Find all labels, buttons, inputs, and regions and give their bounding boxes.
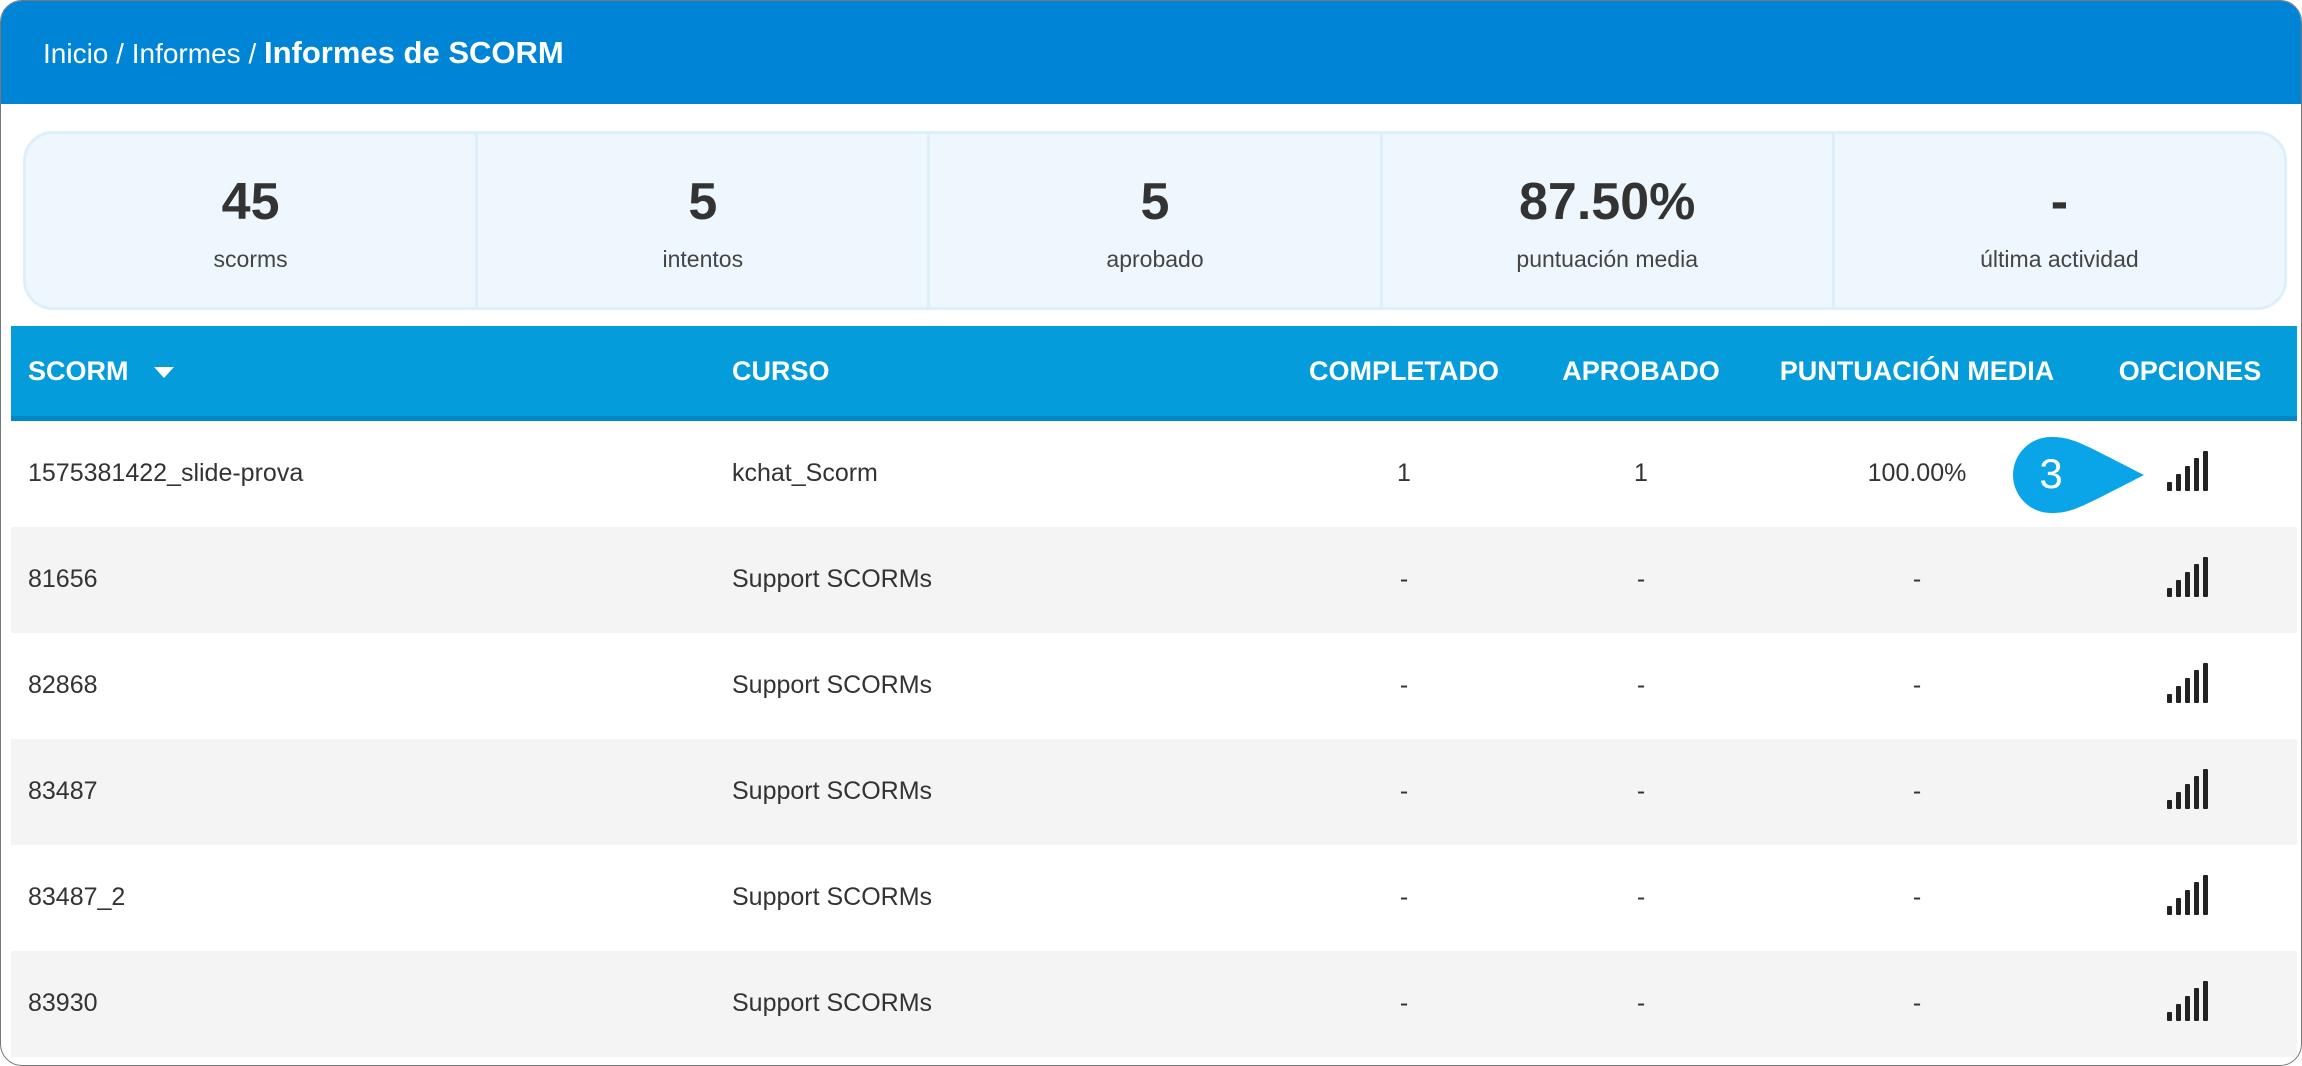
cell-completado: - [1399,671,1409,699]
table-header: SCORM CURSO COMPLETADO APROBADO PUNTUACI… [11,326,2297,421]
cell-aprobado: - [1636,989,1646,1017]
breadcrumb-separator: / [248,38,257,69]
breadcrumb: Inicio / Informes / Informes de SCORM [43,35,564,71]
cell-puntuacion: - [1912,777,1922,805]
cell-puntuacion: - [1912,671,1922,699]
page-title: Informes de SCORM [264,35,564,70]
step-callout: 3 [2013,437,2144,513]
cell-scorm: 1575381422_slide-prova [28,459,304,487]
stat-label: intentos [662,246,744,272]
cell-aprobado: 1 [1634,459,1648,487]
cell-curso: Support SCORMs [732,565,933,593]
table-row: 82868 Support SCORMs - - - [11,633,2297,739]
stat-label: puntuación media [1516,246,1698,272]
signal-bars-icon[interactable] [2167,451,2211,491]
breadcrumb-informes[interactable]: Informes [131,38,241,69]
stat-label: scorms [213,246,288,272]
cell-puntuacion: 100.00% [1867,459,1967,487]
cell-completado: - [1399,565,1409,593]
stat-label: última actividad [1980,246,2139,272]
stats-panel: 45 scorms 5 intentos 5 aprobado 87.50% puntu… [23,131,2287,310]
column-header-scorm[interactable]: SCORM [28,356,175,387]
top-bar: Inicio / Informes / Informes de SCORM [1,1,2301,104]
cell-completado: 1 [1397,459,1411,487]
column-header-aprobado[interactable]: APROBADO [1562,356,1720,386]
stat-value: 5 [1140,173,1170,231]
breadcrumb-inicio[interactable]: Inicio [43,38,109,69]
table-row: 1575381422_slide-prova kchat_Scorm 1 1 1… [11,421,2297,527]
cell-scorm: 81656 [28,565,98,593]
cell-curso: Support SCORMs [732,883,933,911]
cell-aprobado: - [1636,565,1646,593]
stat-intentos: 5 intentos [478,134,931,307]
cell-puntuacion: - [1912,989,1922,1017]
cell-aprobado: - [1636,883,1646,911]
cell-curso: Support SCORMs [732,777,933,805]
table-row: 83487_2 Support SCORMs - - - [11,845,2297,951]
stat-value: 45 [221,173,280,231]
cell-puntuacion: - [1912,565,1922,593]
cell-scorm: 83930 [28,989,98,1017]
table-row: 83930 Support SCORMs - - - [11,951,2297,1057]
signal-bars-icon[interactable] [2167,557,2211,597]
stat-label: aprobado [1106,246,1204,272]
stat-ultima-actividad: - última actividad [1835,134,2284,307]
signal-bars-icon[interactable] [2167,663,2211,703]
stat-puntuacion-media: 87.50% puntuación media [1383,134,1835,307]
column-header-curso[interactable]: CURSO [732,356,830,386]
column-header-completado[interactable]: COMPLETADO [1309,356,1499,386]
column-header-puntuacion-media[interactable]: PUNTUACIÓN MEDIA [1779,356,2055,386]
signal-bars-icon[interactable] [2167,875,2211,915]
cell-completado: - [1399,777,1409,805]
cell-scorm: 83487_2 [28,883,126,911]
cell-aprobado: - [1636,777,1646,805]
cell-curso: kchat_Scorm [732,459,878,487]
callout-shape [2013,437,2144,513]
cell-completado: - [1399,883,1409,911]
table-row: 83487 Support SCORMs - - - [11,739,2297,845]
cell-completado: - [1399,989,1409,1017]
stat-aprobado: 5 aprobado [930,134,1383,307]
stat-value: 87.50% [1519,173,1696,231]
stat-scorms: 45 scorms [26,134,479,307]
column-header-opciones: OPCIONES [2118,356,2262,386]
cell-scorm: 83487 [28,777,98,805]
column-label: SCORM [28,356,129,386]
breadcrumb-separator: / [116,38,124,69]
cell-puntuacion: - [1912,883,1922,911]
stat-value: - [2050,173,2069,231]
signal-bars-icon[interactable] [2167,981,2211,1021]
cell-curso: Support SCORMs [732,989,933,1017]
cell-curso: Support SCORMs [732,671,933,699]
caret-down-icon [154,366,175,378]
cell-scorm: 82868 [28,671,98,699]
cell-aprobado: - [1636,671,1646,699]
table-row: 81656 Support SCORMs - - - [11,527,2297,633]
signal-bars-icon[interactable] [2167,769,2211,809]
stat-value: 5 [688,173,718,231]
callout-number: 3 [2039,450,2062,497]
